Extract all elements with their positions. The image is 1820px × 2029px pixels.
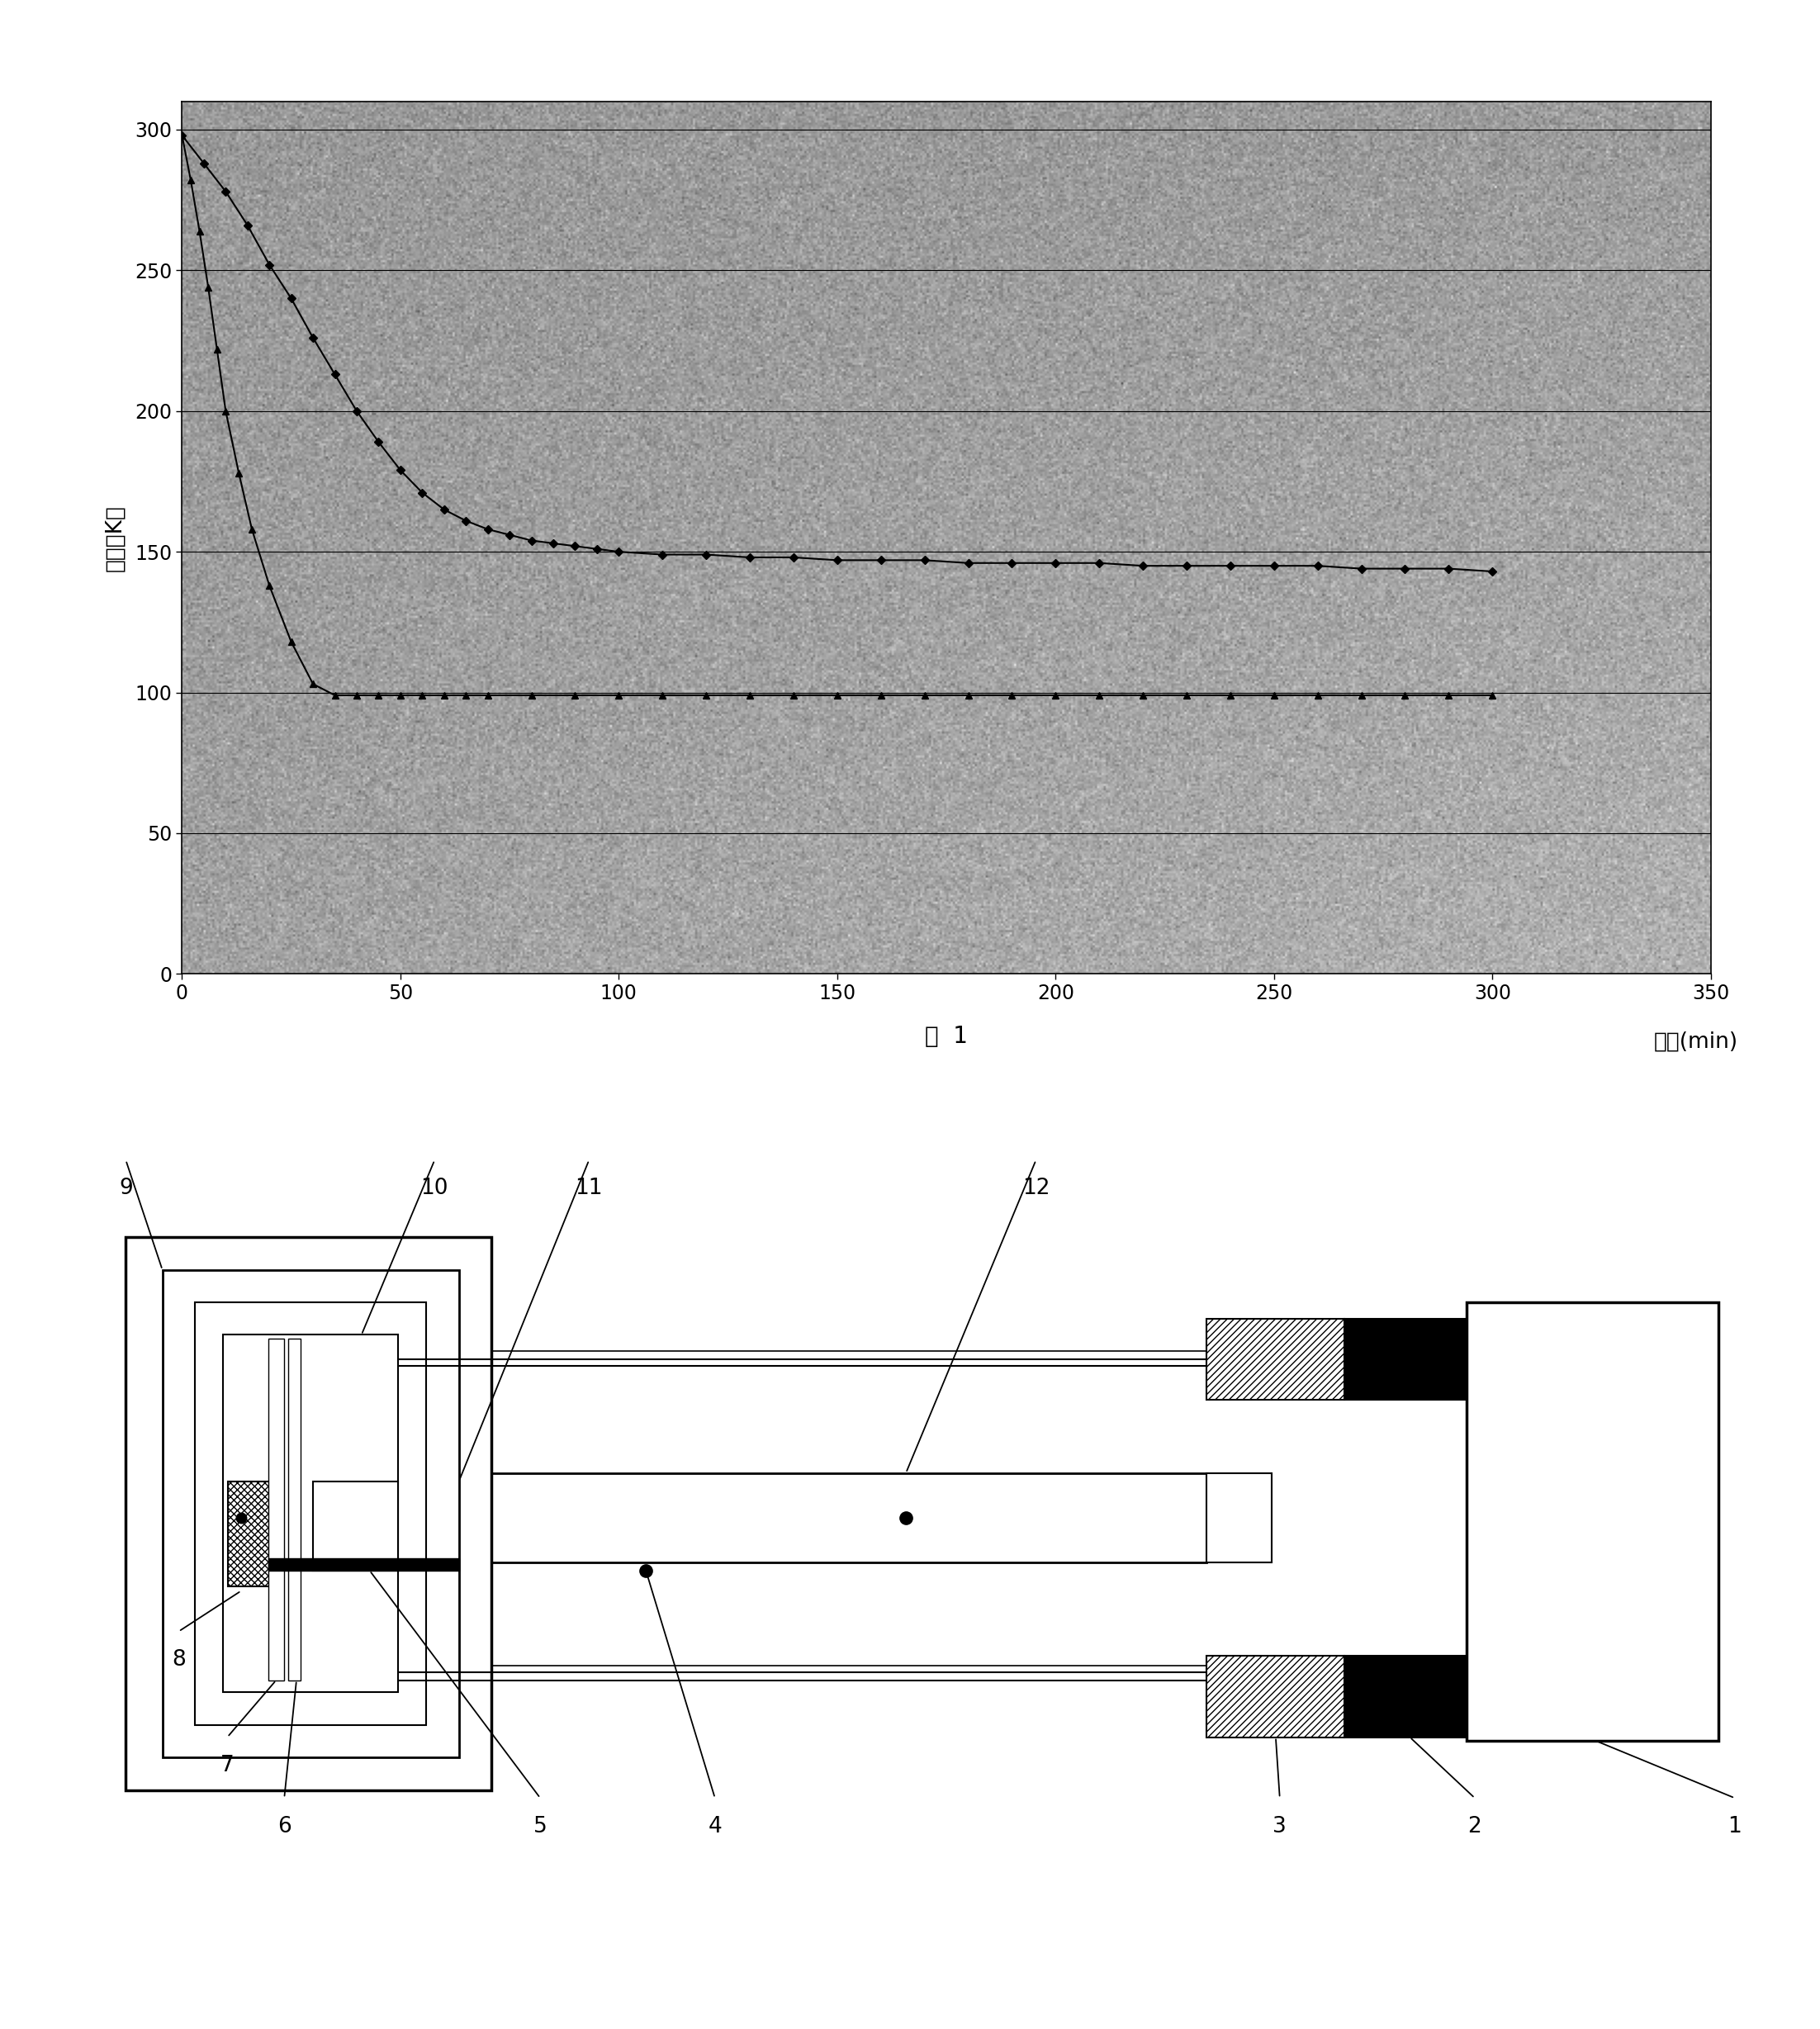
Bar [162, 1270, 459, 1757]
Bar [313, 1481, 399, 1570]
Bar [1345, 1319, 1467, 1400]
Text: 2: 2 [1469, 1816, 1481, 1836]
Text: 6: 6 [277, 1816, 291, 1836]
Text: 3: 3 [1272, 1816, 1287, 1836]
Bar [1207, 1473, 1272, 1562]
Text: 11: 11 [575, 1177, 602, 1199]
Bar [268, 1558, 459, 1570]
Text: 4: 4 [708, 1816, 723, 1836]
Text: 图  1: 图 1 [925, 1025, 968, 1047]
Bar [1345, 1656, 1467, 1737]
Bar [1467, 1303, 1718, 1741]
Bar [1207, 1319, 1345, 1400]
Bar [1207, 1656, 1345, 1737]
Y-axis label: 温度（K）: 温度（K） [104, 505, 126, 570]
Bar [224, 1335, 399, 1692]
Text: 7: 7 [220, 1755, 235, 1775]
Bar [126, 1238, 491, 1790]
Text: 9: 9 [118, 1177, 133, 1199]
Bar [459, 1351, 1207, 1366]
Bar [195, 1303, 426, 1725]
Text: 5: 5 [533, 1816, 548, 1836]
Text: 1: 1 [1727, 1816, 1742, 1836]
Text: 10: 10 [420, 1177, 448, 1199]
Bar [459, 1473, 1207, 1562]
Bar [268, 1339, 284, 1680]
Text: 12: 12 [1023, 1177, 1050, 1199]
Bar [228, 1481, 269, 1587]
Text: 8: 8 [171, 1650, 186, 1670]
Bar [288, 1339, 300, 1680]
Text: 时间(min): 时间(min) [1654, 1031, 1738, 1053]
Bar [459, 1666, 1207, 1680]
